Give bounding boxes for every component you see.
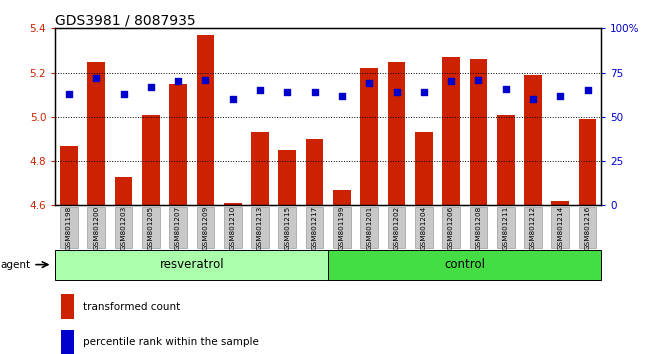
Point bbox=[582, 87, 593, 93]
Bar bbox=[278, 207, 296, 248]
Bar bbox=[87, 207, 105, 248]
Bar bbox=[469, 59, 488, 205]
Text: GSM801207: GSM801207 bbox=[175, 205, 181, 250]
Point bbox=[282, 89, 293, 95]
Bar bbox=[551, 201, 569, 205]
Bar bbox=[442, 57, 460, 205]
Point bbox=[528, 96, 538, 102]
Bar bbox=[114, 177, 133, 205]
Text: GSM801201: GSM801201 bbox=[366, 205, 372, 250]
Point bbox=[337, 93, 347, 98]
Point bbox=[419, 89, 429, 95]
Bar bbox=[278, 150, 296, 205]
Text: GSM801203: GSM801203 bbox=[120, 205, 127, 250]
Bar bbox=[87, 62, 105, 205]
Point bbox=[309, 89, 320, 95]
Text: GSM801205: GSM801205 bbox=[148, 205, 154, 250]
Text: agent: agent bbox=[0, 259, 30, 270]
Bar bbox=[415, 132, 433, 205]
Point bbox=[473, 77, 484, 82]
Bar bbox=[497, 115, 515, 205]
Point bbox=[555, 93, 566, 98]
Bar bbox=[306, 207, 324, 248]
Text: GSM801208: GSM801208 bbox=[475, 205, 482, 250]
Text: percentile rank within the sample: percentile rank within the sample bbox=[83, 337, 259, 347]
Bar bbox=[196, 35, 214, 205]
Point bbox=[500, 86, 511, 91]
Bar bbox=[142, 207, 160, 248]
Point bbox=[446, 79, 456, 84]
Point bbox=[391, 89, 402, 95]
Point bbox=[91, 75, 101, 81]
Text: GSM801200: GSM801200 bbox=[93, 205, 99, 250]
Bar bbox=[387, 207, 406, 248]
Text: GSM801202: GSM801202 bbox=[393, 205, 400, 250]
Bar bbox=[60, 207, 78, 248]
Point bbox=[255, 87, 265, 93]
Point bbox=[364, 80, 374, 86]
Text: GSM801212: GSM801212 bbox=[530, 205, 536, 250]
Bar bbox=[169, 207, 187, 248]
Bar bbox=[224, 203, 242, 205]
Bar bbox=[60, 145, 78, 205]
Bar bbox=[224, 207, 242, 248]
Text: resveratrol: resveratrol bbox=[159, 258, 224, 271]
Bar bbox=[328, 250, 601, 280]
Bar bbox=[360, 207, 378, 248]
Text: transformed count: transformed count bbox=[83, 302, 180, 312]
Text: GSM801216: GSM801216 bbox=[584, 205, 591, 250]
Bar bbox=[551, 207, 569, 248]
Text: GSM801215: GSM801215 bbox=[284, 205, 291, 250]
Bar bbox=[333, 190, 351, 205]
Text: GSM801198: GSM801198 bbox=[66, 205, 72, 250]
Point bbox=[200, 77, 211, 82]
Point bbox=[64, 91, 74, 97]
Text: control: control bbox=[444, 258, 486, 271]
Text: GSM801211: GSM801211 bbox=[502, 205, 509, 250]
Bar bbox=[415, 207, 433, 248]
Bar bbox=[578, 207, 597, 248]
Bar bbox=[497, 207, 515, 248]
Point bbox=[173, 79, 183, 84]
Text: GSM801204: GSM801204 bbox=[421, 205, 427, 250]
Bar bbox=[55, 250, 328, 280]
Bar bbox=[333, 207, 351, 248]
Bar bbox=[251, 132, 269, 205]
Text: GSM801199: GSM801199 bbox=[339, 205, 345, 250]
Text: GDS3981 / 8087935: GDS3981 / 8087935 bbox=[55, 13, 196, 27]
Bar bbox=[442, 207, 460, 248]
Bar bbox=[114, 207, 133, 248]
Text: GSM801210: GSM801210 bbox=[229, 205, 236, 250]
Text: GSM801206: GSM801206 bbox=[448, 205, 454, 250]
Bar bbox=[578, 119, 597, 205]
Bar bbox=[169, 84, 187, 205]
Text: GSM801209: GSM801209 bbox=[202, 205, 209, 250]
Bar bbox=[60, 330, 74, 354]
Text: GSM801217: GSM801217 bbox=[311, 205, 318, 250]
Bar bbox=[524, 75, 542, 205]
Point bbox=[146, 84, 156, 90]
Bar bbox=[387, 62, 406, 205]
Bar bbox=[60, 294, 74, 319]
Bar bbox=[142, 115, 160, 205]
Point bbox=[118, 91, 129, 97]
Text: GSM801213: GSM801213 bbox=[257, 205, 263, 250]
Bar bbox=[469, 207, 488, 248]
Bar bbox=[196, 207, 214, 248]
Text: GSM801214: GSM801214 bbox=[557, 205, 564, 250]
Bar bbox=[524, 207, 542, 248]
Bar bbox=[306, 139, 324, 205]
Bar bbox=[360, 68, 378, 205]
Bar bbox=[251, 207, 269, 248]
Point bbox=[227, 96, 238, 102]
